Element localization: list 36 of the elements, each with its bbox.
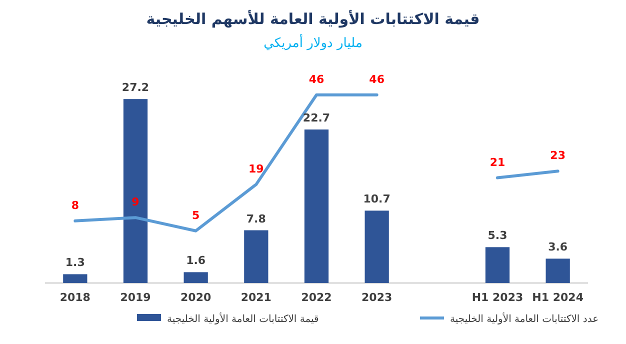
data-label: 8 [71,198,79,212]
x-tick-label: 2018 [60,291,90,304]
x-tick-label: 2020 [180,291,212,304]
bar [184,272,208,283]
data-label: 3.6 [548,240,568,254]
data-label: 10.7 [363,192,390,206]
bar [546,258,570,283]
data-label: 21 [490,156,506,169]
bar [123,99,148,283]
data-label: 7.8 [246,212,266,226]
bar [485,247,510,283]
data-label: 1.3 [65,256,85,270]
data-label: 1.6 [186,254,206,268]
x-tick-label: 2022 [301,291,332,304]
data-label: 27.2 [122,81,150,94]
data-label: 5 [192,208,200,222]
legend-label: عدد الاكتتابات العامة الأولية الخليجية [450,312,599,325]
data-label: 22.7 [302,111,330,124]
x-tick-label: 2019 [120,291,151,304]
data-label: 46 [369,72,385,86]
x-tick-label: 2023 [362,291,392,304]
bar [304,129,329,283]
data-label: 23 [550,149,566,162]
data-label: 46 [308,72,324,86]
bar [364,210,389,283]
chart-subtitle: مليار دولار أمريكي [264,34,362,51]
data-label: 9 [132,196,140,209]
data-label: 19 [248,162,264,176]
bar [244,230,268,283]
data-label: 5.3 [488,229,508,242]
chart-title: قيمة الاكتتابات الأولية العامة للأسهم الخليجية [146,9,480,28]
x-tick-label: H1 2023 [472,291,524,304]
x-tick-label: 2021 [240,291,272,304]
bar [63,274,88,283]
legend-label: قيمة الاكتتابات العامة الأولية الخليجية [167,312,320,325]
x-tick-label: H1 2024 [532,291,584,304]
